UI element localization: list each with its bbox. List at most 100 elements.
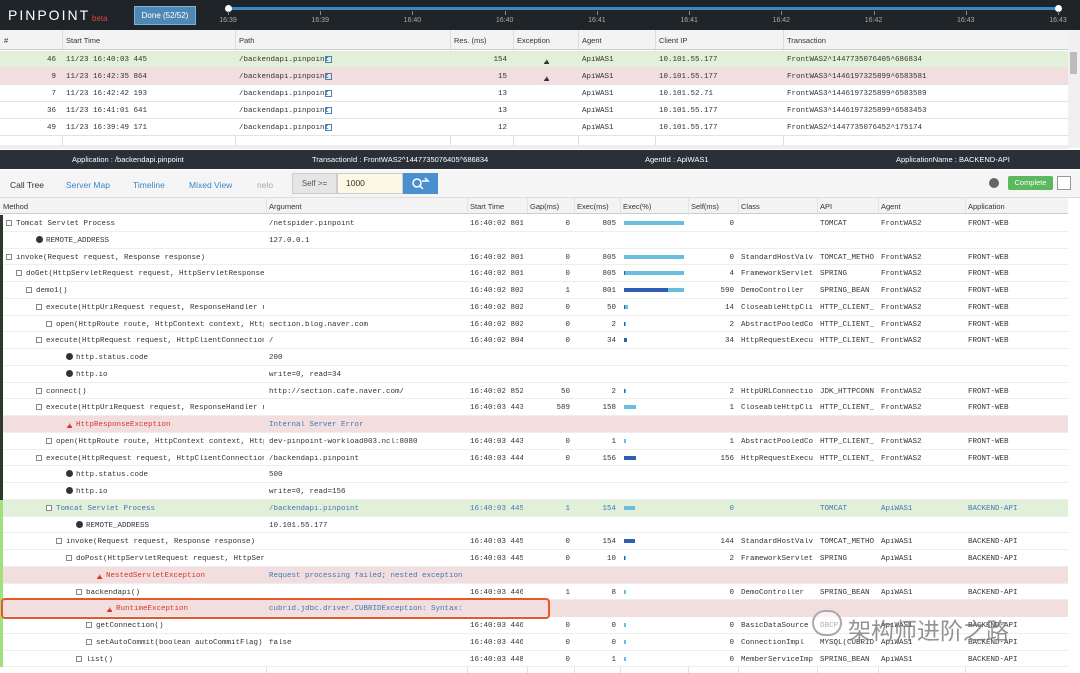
cell: section.blog.naver.com (269, 320, 369, 329)
toggle[interactable] (86, 638, 92, 645)
method: execute(HttpRequest request, HttpClientC… (46, 337, 264, 346)
self-bar (624, 539, 635, 544)
cell: 1 (565, 588, 570, 597)
call-row[interactable] (0, 332, 1068, 349)
toggle[interactable] (56, 538, 62, 545)
toggle[interactable] (16, 270, 22, 277)
method: http.io (76, 370, 108, 379)
cell: FRONT-WEB (968, 320, 1009, 329)
complete-button[interactable]: Complete (1008, 176, 1053, 190)
transaction-row[interactable] (0, 85, 1068, 102)
tab[interactable]: Call Tree (10, 180, 45, 190)
toggle[interactable] (36, 404, 42, 411)
transaction-row[interactable] (0, 119, 1068, 136)
call-row[interactable] (0, 617, 1068, 634)
filter-input[interactable]: 1000 (337, 173, 403, 194)
call-row[interactable] (0, 533, 1068, 550)
cell: 158 (602, 404, 616, 413)
cell: 0 (729, 655, 734, 664)
beta: beta (92, 14, 108, 23)
path-icon (325, 73, 332, 80)
toggle[interactable] (36, 387, 42, 394)
cell: FrontWAS2 (881, 270, 922, 279)
toggle[interactable] (76, 655, 82, 662)
cell: 156 (720, 454, 734, 463)
transaction-row[interactable] (0, 51, 1068, 68)
tab[interactable]: Mixed View (189, 180, 233, 190)
call-row[interactable] (0, 432, 1068, 450)
help-icon[interactable] (989, 178, 999, 188)
call-row[interactable] (0, 231, 1068, 249)
done-button[interactable]: Done (52/52) (134, 6, 196, 25)
path-icon (325, 107, 332, 114)
timeline-handle[interactable] (1055, 5, 1062, 12)
call-row[interactable] (0, 248, 1068, 266)
cell: SPRING (820, 555, 848, 563)
tab[interactable]: nelo (257, 180, 274, 190)
toggle[interactable] (6, 253, 12, 260)
cell: FrontWAS2 (881, 454, 922, 463)
call-row[interactable] (0, 399, 1068, 416)
self-bar (624, 288, 668, 292)
timeline-handle[interactable] (225, 5, 232, 12)
cell: FrontWAS3^1446197325899^6583589 (787, 90, 927, 98)
call-row[interactable] (0, 566, 1068, 584)
cell: SPRING_BEAN (820, 588, 870, 597)
cell: 11/23 16:39:49 171 (66, 124, 148, 132)
call-row[interactable] (0, 550, 1068, 567)
cell: 49 (46, 124, 56, 132)
toggle[interactable] (46, 504, 52, 511)
timeline-tick (781, 11, 783, 15)
column-header: Agent (582, 36, 602, 45)
cell: 16:40:03 446 (470, 588, 523, 597)
call-row[interactable] (0, 449, 1068, 467)
expand-button[interactable] (1057, 176, 1071, 190)
call-row[interactable] (0, 650, 1068, 668)
toggle[interactable] (36, 303, 42, 310)
search-button[interactable] (403, 173, 438, 194)
transaction-row[interactable] (0, 68, 1068, 85)
call-row[interactable] (0, 282, 1068, 299)
call-row[interactable] (1, 598, 550, 619)
toggle[interactable] (76, 588, 82, 595)
call-row[interactable] (0, 215, 1068, 232)
call-row[interactable] (0, 315, 1068, 333)
info-icon (66, 369, 73, 377)
cell: 589 (556, 404, 570, 413)
toggle[interactable] (6, 220, 12, 226)
toggle[interactable] (36, 454, 42, 461)
cell: 16:40:02 801 (470, 270, 523, 279)
toggle[interactable] (46, 437, 52, 444)
toggle[interactable] (66, 555, 72, 561)
call-row[interactable] (0, 265, 1068, 282)
call-row[interactable] (0, 499, 1068, 517)
cell: BACKEND-API (968, 555, 1018, 563)
cell: JDK_HTTPCONN… (820, 387, 874, 396)
call-row[interactable] (0, 298, 1068, 316)
transaction-row[interactable] (0, 102, 1068, 119)
column-header: Exec(%) (623, 202, 652, 211)
cell: AbstractPooledCon… (741, 437, 813, 446)
toggle[interactable] (46, 320, 52, 327)
timeline-tick (320, 11, 322, 15)
toggle[interactable] (26, 287, 32, 293)
call-row[interactable] (0, 382, 1068, 400)
call-row[interactable] (0, 466, 1068, 483)
cell: 13 (497, 90, 507, 98)
call-row[interactable] (0, 416, 1068, 433)
cell: 4 (729, 270, 734, 279)
call-row[interactable] (0, 633, 1068, 651)
toggle[interactable] (86, 622, 92, 628)
call-row[interactable] (0, 583, 1068, 601)
call-row[interactable] (0, 349, 1068, 366)
agent-strip (0, 215, 3, 232)
exec-bar (624, 505, 636, 510)
call-row[interactable] (0, 516, 1068, 534)
call-row[interactable] (0, 365, 1068, 383)
toggle[interactable] (36, 337, 42, 344)
call-row[interactable] (0, 483, 1068, 500)
tab[interactable]: Timeline (133, 180, 165, 190)
tab[interactable]: Server Map (66, 180, 110, 190)
cell: 1 (565, 287, 570, 295)
cell: 0 (565, 337, 570, 346)
